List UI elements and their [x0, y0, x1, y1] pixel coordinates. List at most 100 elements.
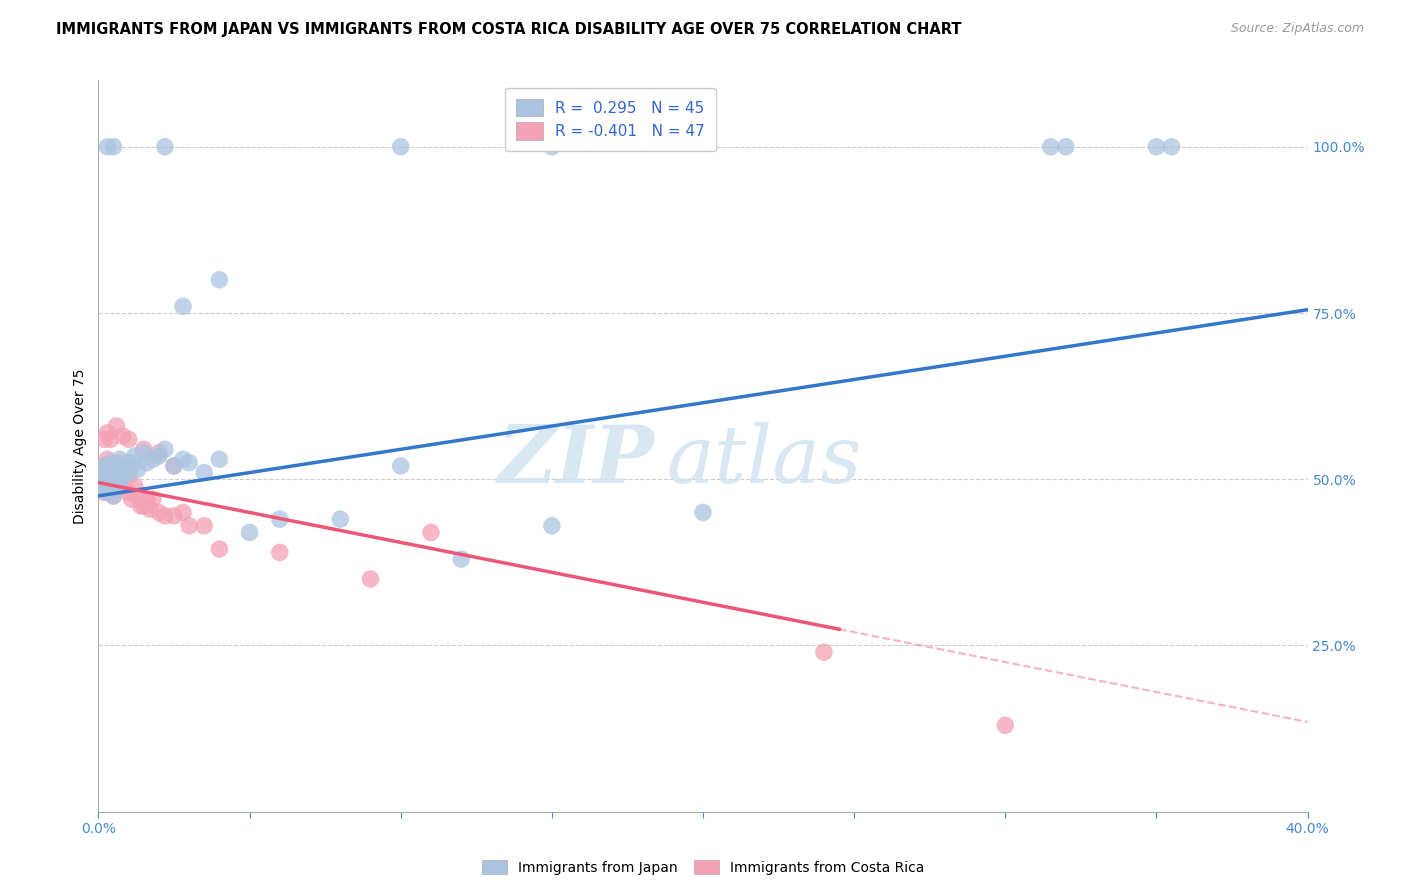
Point: [135, 456, 157, 470]
Point: [142, 452, 165, 467]
Point: [193, 466, 215, 480]
Point: [360, 572, 382, 586]
Point: [179, 456, 201, 470]
Point: [111, 479, 134, 493]
Point: [96, 475, 118, 490]
Point: [105, 472, 128, 486]
Point: [103, 466, 125, 480]
Point: [269, 512, 291, 526]
Point: [208, 452, 231, 467]
Point: [118, 469, 141, 483]
Text: IMMIGRANTS FROM JAPAN VS IMMIGRANTS FROM COSTA RICA DISABILITY AGE OVER 75 CORRE: IMMIGRANTS FROM JAPAN VS IMMIGRANTS FROM…: [56, 22, 962, 37]
Point: [100, 458, 122, 473]
Point: [93, 485, 115, 500]
Point: [163, 458, 186, 473]
Point: [108, 452, 131, 467]
Point: [90, 482, 112, 496]
Point: [163, 508, 186, 523]
Point: [93, 458, 115, 473]
Point: [139, 502, 162, 516]
Point: [153, 442, 176, 457]
Point: [118, 456, 141, 470]
Point: [1144, 140, 1167, 154]
Point: [389, 458, 412, 473]
Point: [90, 472, 112, 486]
Point: [142, 492, 165, 507]
Point: [90, 472, 112, 486]
Point: [692, 506, 714, 520]
Point: [193, 518, 215, 533]
Point: [111, 469, 134, 483]
Point: [239, 525, 262, 540]
Point: [93, 433, 115, 447]
Point: [269, 545, 291, 559]
Point: [96, 425, 118, 440]
Point: [111, 466, 134, 480]
Point: [172, 299, 194, 313]
Point: [129, 499, 152, 513]
Point: [100, 433, 122, 447]
Point: [132, 445, 155, 459]
Point: [103, 489, 125, 503]
Point: [1160, 140, 1182, 154]
Point: [105, 472, 128, 486]
Point: [108, 475, 131, 490]
Point: [103, 489, 125, 503]
Point: [153, 140, 176, 154]
Point: [121, 458, 143, 473]
Point: [114, 462, 136, 476]
Point: [108, 458, 131, 473]
Point: [108, 475, 131, 490]
Point: [540, 140, 562, 154]
Point: [111, 429, 134, 443]
Point: [163, 458, 186, 473]
Point: [118, 466, 141, 480]
Point: [100, 469, 122, 483]
Point: [118, 433, 141, 447]
Point: [103, 140, 125, 154]
Point: [127, 489, 149, 503]
Point: [105, 458, 128, 473]
Point: [994, 718, 1017, 732]
Point: [103, 466, 125, 480]
Point: [96, 452, 118, 467]
Point: [1039, 140, 1062, 154]
Point: [105, 419, 128, 434]
Point: [118, 485, 141, 500]
Text: atlas: atlas: [666, 422, 862, 500]
Point: [96, 462, 118, 476]
Point: [179, 518, 201, 533]
Point: [389, 140, 412, 154]
Point: [124, 449, 146, 463]
Point: [420, 525, 443, 540]
Point: [208, 273, 231, 287]
Point: [90, 466, 112, 480]
Point: [93, 469, 115, 483]
Point: [96, 462, 118, 476]
Point: [90, 479, 112, 493]
Point: [114, 462, 136, 476]
Legend: R =  0.295   N = 45, R = -0.401   N = 47: R = 0.295 N = 45, R = -0.401 N = 47: [505, 88, 716, 151]
Point: [105, 456, 128, 470]
Y-axis label: Disability Age Over 75: Disability Age Over 75: [73, 368, 87, 524]
Point: [96, 469, 118, 483]
Point: [540, 518, 562, 533]
Point: [96, 140, 118, 154]
Point: [148, 506, 170, 520]
Point: [127, 462, 149, 476]
Legend: Immigrants from Japan, Immigrants from Costa Rica: Immigrants from Japan, Immigrants from C…: [477, 855, 929, 880]
Point: [132, 442, 155, 457]
Point: [172, 506, 194, 520]
Point: [329, 512, 352, 526]
Point: [132, 499, 155, 513]
Text: Source: ZipAtlas.com: Source: ZipAtlas.com: [1230, 22, 1364, 36]
Point: [208, 542, 231, 557]
Point: [93, 475, 115, 490]
Point: [1054, 140, 1077, 154]
Point: [93, 466, 115, 480]
Point: [813, 645, 835, 659]
Point: [121, 492, 143, 507]
Point: [96, 485, 118, 500]
Point: [450, 552, 472, 566]
Point: [148, 445, 170, 459]
